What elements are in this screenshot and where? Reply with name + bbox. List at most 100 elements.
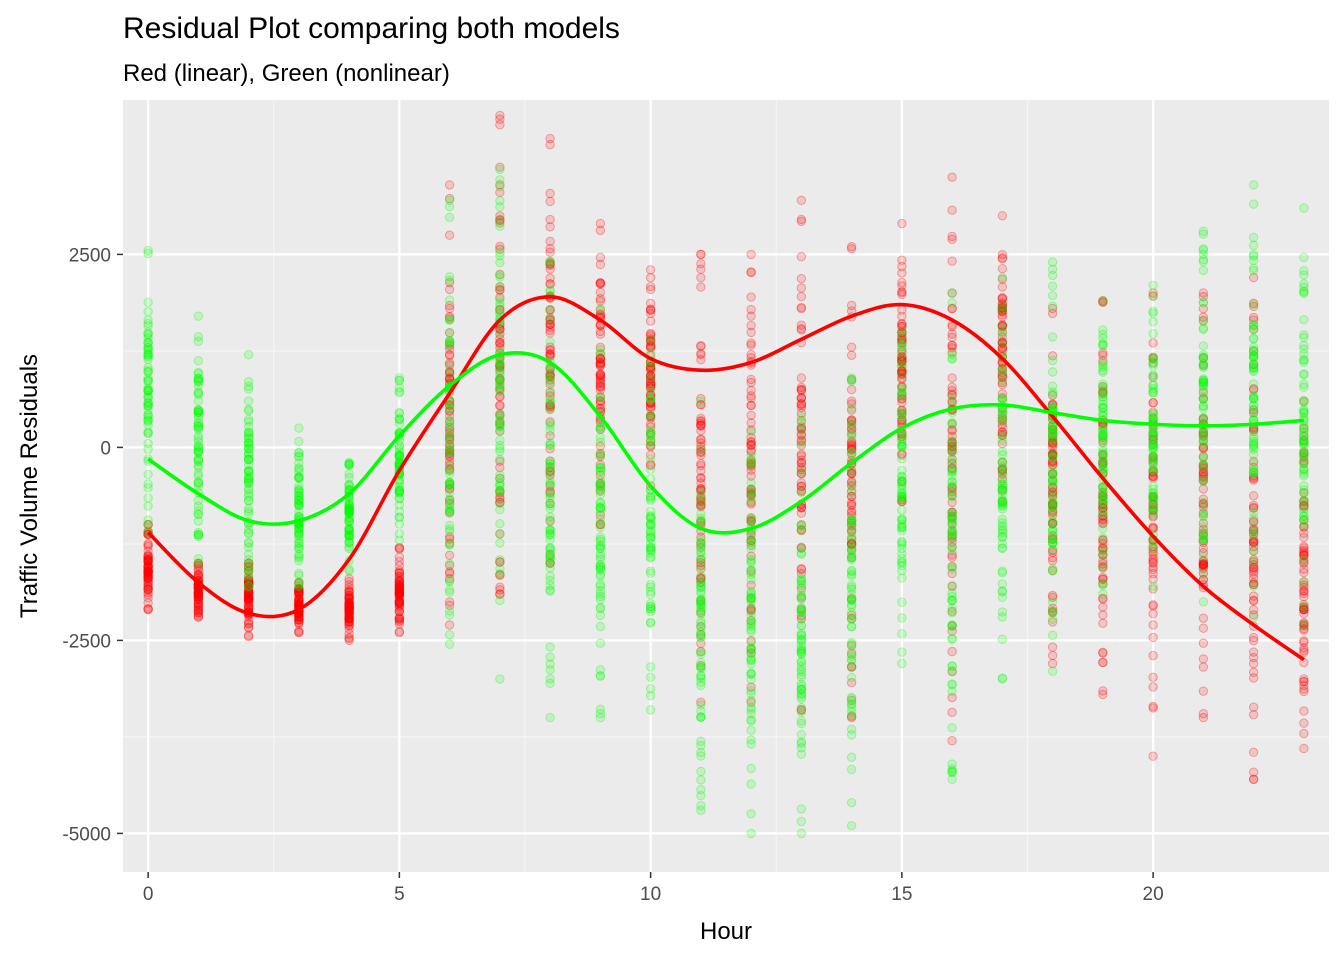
linear-residual-point: [344, 633, 354, 644]
linear-residual-point: [344, 603, 354, 613]
nonlinear-residual-point: [796, 670, 807, 680]
nonlinear-residual-point: [444, 559, 455, 569]
nonlinear-residual-point: [143, 248, 153, 259]
nonlinear-residual-point: [947, 298, 957, 308]
linear-residual-point: [143, 566, 153, 576]
nonlinear-residual-point: [143, 401, 153, 411]
linear-residual-point: [294, 627, 304, 637]
linear-residual-point: [595, 378, 606, 388]
nonlinear-residual-point: [495, 358, 505, 368]
linear-residual-point: [495, 494, 505, 504]
nonlinear-residual-point: [1098, 523, 1108, 534]
linear-residual-point: [344, 592, 354, 603]
linear-residual-point: [243, 558, 254, 568]
linear-residual-point: [344, 616, 354, 627]
nonlinear-residual-point: [545, 285, 555, 296]
linear-residual-point: [545, 259, 555, 269]
nonlinear-residual-point: [1299, 495, 1309, 505]
linear-residual-point: [645, 411, 656, 422]
linear-residual-point: [344, 605, 354, 615]
linear-residual-point: [243, 580, 254, 590]
linear-residual-point: [394, 585, 405, 595]
linear-residual-point: [344, 599, 354, 609]
linear-residual-point: [495, 218, 505, 228]
linear-residual-point: [495, 486, 505, 496]
linear-residual-point: [243, 566, 254, 576]
nonlinear-residual-point: [1299, 314, 1309, 325]
linear-residual-point: [394, 617, 405, 627]
linear-residual-point: [143, 573, 153, 584]
nonlinear-residual-point: [143, 479, 153, 489]
linear-residual-point: [394, 598, 405, 608]
linear-residual-point: [394, 576, 405, 587]
linear-residual-point: [344, 598, 354, 609]
linear-residual-point: [1299, 545, 1309, 556]
linear-residual-point: [746, 327, 756, 338]
linear-residual-point: [645, 393, 656, 403]
linear-residual-point: [495, 339, 505, 349]
nonlinear-residual-point: [595, 303, 606, 314]
linear-residual-point: [193, 561, 204, 571]
linear-residual-point: [243, 591, 254, 602]
nonlinear-residual-point: [1148, 488, 1158, 498]
linear-residual-point: [243, 591, 254, 602]
linear-residual-point: [1299, 706, 1309, 716]
nonlinear-residual-point: [595, 479, 606, 489]
linear-residual-point: [294, 612, 304, 623]
nonlinear-residual-point: [344, 531, 354, 541]
linear-residual-point: [344, 610, 354, 621]
nonlinear-residual-point: [696, 552, 706, 562]
linear-residual-point: [444, 600, 455, 610]
linear-residual-point: [243, 631, 254, 642]
linear-residual-point: [595, 451, 606, 462]
linear-residual-point: [444, 567, 455, 577]
linear-residual-point: [645, 335, 656, 346]
linear-residual-point: [545, 279, 555, 289]
linear-residual-point: [143, 581, 153, 591]
linear-residual-point: [193, 594, 204, 604]
nonlinear-residual-point: [545, 404, 555, 415]
linear-residual-point: [193, 570, 204, 580]
linear-residual-point: [344, 603, 354, 614]
nonlinear-residual-point: [1299, 601, 1309, 612]
linear-residual-point: [394, 587, 405, 598]
linear-residual-point: [344, 593, 354, 603]
x-tick-label: 20: [1143, 884, 1164, 905]
linear-residual-point: [294, 612, 304, 622]
nonlinear-residual-point: [1198, 597, 1209, 607]
linear-residual-point: [344, 605, 354, 615]
linear-residual-point: [796, 564, 807, 575]
nonlinear-residual-point: [1047, 517, 1058, 528]
linear-residual-point: [1198, 613, 1209, 623]
linear-residual-point: [545, 404, 555, 414]
linear-residual-point: [947, 646, 957, 657]
linear-residual-point: [243, 618, 254, 629]
linear-residual-point: [394, 574, 405, 584]
nonlinear-residual-point: [947, 564, 957, 574]
nonlinear-residual-point: [444, 415, 455, 425]
linear-residual-point: [193, 608, 204, 618]
linear-residual-point: [344, 608, 354, 618]
nonlinear-residual-point: [1047, 630, 1058, 640]
linear-residual-point: [444, 484, 455, 494]
linear-residual-point: [193, 587, 204, 597]
linear-residual-point: [143, 539, 153, 549]
linear-residual-point: [193, 598, 204, 608]
nonlinear-residual-point: [1047, 355, 1058, 366]
linear-residual-point: [394, 586, 405, 596]
linear-residual-point: [595, 519, 606, 530]
linear-residual-point: [645, 281, 656, 292]
linear-residual-point: [394, 603, 405, 613]
linear-residual-point: [444, 538, 455, 548]
linear-residual-point: [243, 585, 254, 596]
linear-residual-point: [545, 365, 555, 375]
nonlinear-residual-point: [1299, 463, 1309, 474]
linear-residual-point: [394, 582, 405, 593]
nonlinear-residual-point: [1047, 666, 1058, 676]
linear-residual-point: [193, 589, 204, 600]
nonlinear-residual-point: [897, 341, 907, 352]
linear-residual-point: [394, 581, 405, 591]
nonlinear-residual-point: [1299, 448, 1309, 459]
linear-residual-point: [394, 579, 405, 589]
linear-residual-point: [595, 342, 606, 353]
